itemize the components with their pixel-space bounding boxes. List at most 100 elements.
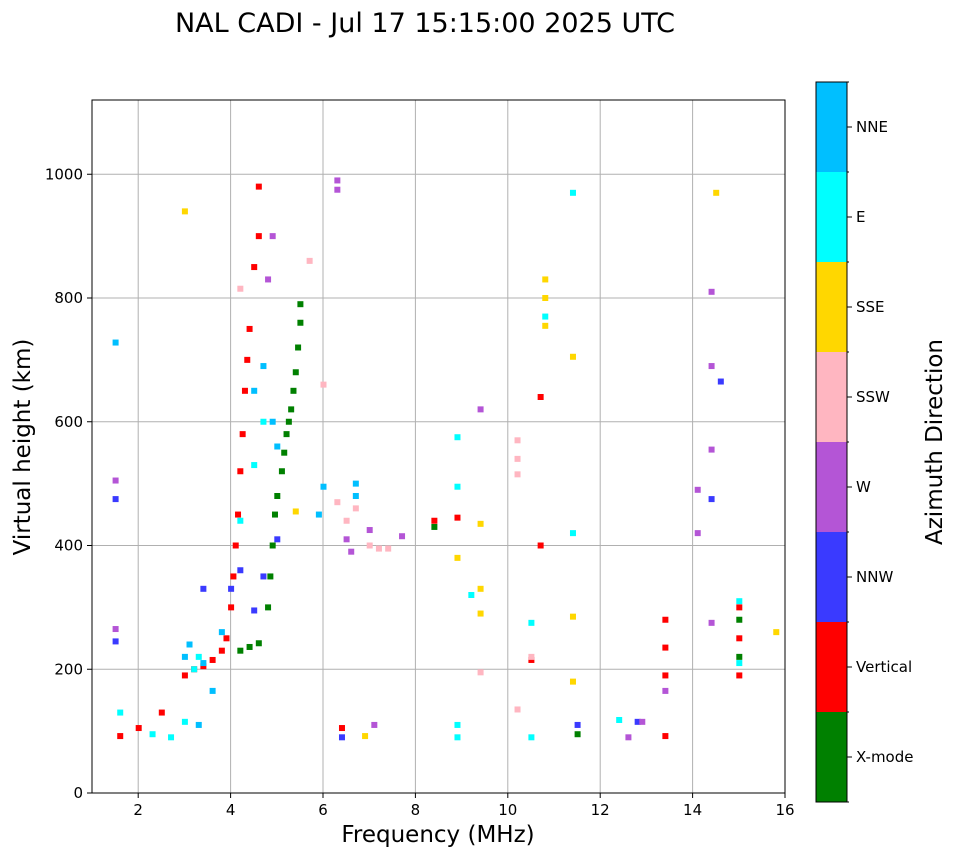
echo-point-sse (773, 629, 780, 636)
echo-point-ssw (334, 499, 341, 506)
y-axis-ticks: 0 200 400 600 800 1000 (45, 165, 92, 802)
echo-point-e (468, 592, 475, 598)
echo-point-x-mode (290, 387, 297, 394)
colorbar-segment (816, 172, 847, 262)
echo-point-e (569, 189, 576, 196)
echo-point-vertical (338, 725, 345, 732)
echo-point-vertical (431, 517, 438, 524)
colorbar-tick-label: SSW (856, 388, 890, 406)
echo-point-e (454, 483, 461, 490)
x-tick-label: 10 (498, 801, 517, 819)
echo-point-nne (352, 493, 359, 499)
echo-point-x-mode (297, 301, 304, 308)
colorbar-tick-label: W (856, 478, 871, 496)
echo-point-x-mode (237, 647, 244, 654)
echo-point-nnw (112, 638, 119, 645)
echo-point-e (260, 418, 267, 425)
colorbar-segment (816, 712, 847, 802)
echo-point-x-mode (285, 418, 292, 425)
echo-point-sse (477, 520, 484, 527)
x-tick-label: 6 (318, 801, 328, 819)
x-tick-label: 8 (411, 801, 421, 819)
echo-point-x-mode (278, 468, 285, 475)
colorbar-tick-label: X-mode (856, 748, 913, 766)
echo-point-w (112, 626, 119, 633)
echo-point-ssw (366, 542, 373, 549)
echo-point-ssw (320, 381, 327, 388)
echo-point-e (195, 653, 202, 660)
echo-point-ssw (514, 455, 521, 462)
echo-point-w (662, 687, 669, 694)
echo-point-e (168, 734, 175, 741)
echo-point-w (477, 406, 484, 413)
echo-point-x-mode (292, 369, 299, 376)
echo-point-vertical (736, 672, 743, 679)
y-tick-label: 800 (54, 289, 83, 307)
echo-point-vertical (244, 356, 251, 363)
echo-point-x-mode (274, 493, 281, 499)
echo-point-sse (713, 189, 720, 196)
x-tick-label: 14 (683, 801, 702, 819)
echo-point-vertical (228, 604, 235, 611)
echo-point-ssw (343, 517, 350, 524)
echo-point-vertical (255, 183, 262, 190)
x-tick-label: 16 (775, 801, 794, 819)
echo-point-vertical (223, 635, 230, 642)
echo-point-nne (195, 721, 202, 728)
y-tick-label: 0 (73, 784, 83, 802)
echo-point-w (348, 548, 355, 555)
azimuth-colorbar: X-mode Vertical NNW W SSW SSE E NNE (815, 81, 913, 803)
echo-point-x-mode (736, 616, 743, 623)
echo-point-x-mode (246, 643, 253, 650)
echo-point-w (639, 718, 646, 725)
echo-point-vertical (117, 733, 124, 740)
echo-point-nne (320, 483, 327, 490)
y-tick-label: 200 (54, 660, 83, 678)
echo-point-nnw (228, 585, 235, 592)
y-tick-label: 400 (54, 537, 83, 555)
echo-point-ssw (514, 437, 521, 444)
echo-point-w (366, 527, 373, 534)
echo-point-nnw (200, 585, 207, 592)
echo-point-sse (569, 353, 576, 360)
echo-point-e (454, 734, 461, 741)
echo-point-vertical (528, 656, 535, 663)
colorbar-tick-label: E (856, 208, 865, 226)
echo-point-e (528, 734, 535, 741)
echo-point-nnw (338, 734, 345, 741)
echo-point-ssw (514, 471, 521, 478)
echo-point-x-mode (255, 640, 262, 647)
echo-point-vertical (251, 264, 258, 271)
echo-point-w (334, 177, 341, 184)
plot-frame-background (92, 100, 785, 793)
echo-point-w (694, 530, 701, 537)
echo-point-e (569, 530, 576, 537)
echo-point-x-mode (265, 604, 272, 611)
echo-point-ssw (237, 285, 244, 292)
echo-point-x-mode (574, 731, 581, 738)
echo-point-nne (200, 660, 207, 667)
echo-point-vertical (235, 511, 242, 518)
plot-area: 2 4 6 8 10 12 14 16 0 200 400 600 800 1000 (45, 99, 795, 819)
colorbar-tick-label: NNE (856, 118, 888, 136)
echo-point-vertical (230, 573, 237, 580)
echo-point-sse (292, 508, 299, 515)
echo-point-sse (569, 678, 576, 685)
echo-point-vertical (237, 468, 244, 475)
colorbar-tick-label: Vertical (856, 658, 912, 676)
colorbar-segment (816, 262, 847, 352)
echo-point-nnw (251, 607, 258, 614)
echo-point-nnw (274, 536, 281, 543)
echo-point-x-mode (281, 449, 288, 456)
echo-point-sse (362, 733, 369, 740)
echo-point-vertical (200, 663, 207, 670)
echo-point-nne (315, 511, 322, 518)
colorbar-tick-label: SSE (856, 298, 885, 316)
echo-point-w (708, 446, 715, 453)
echo-point-w (694, 486, 701, 493)
echo-point-e (454, 434, 461, 441)
echo-point-vertical (218, 647, 225, 654)
echo-point-sse (542, 322, 549, 329)
echo-point-nne (274, 443, 281, 450)
echo-point-ssw (375, 545, 382, 552)
